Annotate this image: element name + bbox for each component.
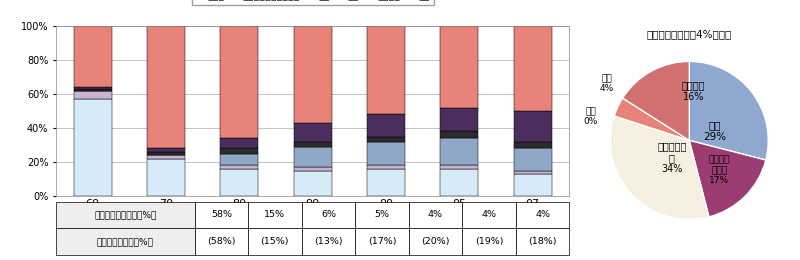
Bar <box>74 89 112 91</box>
Text: (19%): (19%) <box>474 237 503 246</box>
FancyBboxPatch shape <box>194 228 248 255</box>
Text: 石油
4%: 石油 4% <box>599 74 614 93</box>
Bar <box>220 138 258 148</box>
Wedge shape <box>614 116 690 140</box>
Bar <box>220 26 258 138</box>
Bar <box>367 114 405 136</box>
Bar <box>147 148 185 152</box>
Bar <box>147 155 185 159</box>
Text: 15%: 15% <box>264 210 286 219</box>
Title: エネルギー自給率4%の内訳: エネルギー自給率4%の内訳 <box>646 30 732 40</box>
Bar <box>440 165 478 169</box>
Text: (13%): (13%) <box>314 237 342 246</box>
Bar <box>220 169 258 196</box>
Text: 天然ガス
16%: 天然ガス 16% <box>682 81 705 102</box>
Bar <box>147 159 185 196</box>
Text: (15%): (15%) <box>261 237 289 246</box>
Bar <box>294 167 332 171</box>
Bar <box>367 26 405 114</box>
Text: 4%: 4% <box>482 210 497 219</box>
Text: エネルギー自給率（%）: エネルギー自給率（%） <box>94 210 157 219</box>
FancyBboxPatch shape <box>462 228 516 255</box>
FancyBboxPatch shape <box>355 202 409 228</box>
FancyBboxPatch shape <box>355 228 409 255</box>
Bar <box>74 26 112 87</box>
Text: 4%: 4% <box>535 210 550 219</box>
Text: 水力
29%: 水力 29% <box>703 120 726 142</box>
Bar <box>294 142 332 147</box>
Bar <box>440 108 478 132</box>
Text: バイオマス
等
34%: バイオマス 等 34% <box>658 141 686 174</box>
Bar <box>294 147 332 167</box>
Wedge shape <box>614 98 690 140</box>
FancyBboxPatch shape <box>56 202 194 228</box>
FancyBboxPatch shape <box>302 202 355 228</box>
Bar <box>367 142 405 165</box>
Wedge shape <box>690 61 768 160</box>
Bar <box>440 26 478 108</box>
Text: 4%: 4% <box>428 210 443 219</box>
Bar <box>367 169 405 196</box>
FancyBboxPatch shape <box>194 202 248 228</box>
Bar <box>74 99 112 196</box>
Bar <box>514 148 552 171</box>
Text: (58%): (58%) <box>207 237 235 246</box>
Bar <box>147 26 185 148</box>
Bar <box>294 26 332 123</box>
Bar <box>514 171 552 174</box>
Bar <box>440 169 478 196</box>
Text: （原子力含む）（%）: （原子力含む）（%） <box>97 237 154 246</box>
FancyBboxPatch shape <box>516 202 570 228</box>
X-axis label: （年）: （年） <box>302 210 322 220</box>
Text: 6%: 6% <box>321 210 336 219</box>
FancyBboxPatch shape <box>462 202 516 228</box>
Text: (20%): (20%) <box>422 237 450 246</box>
Text: 58%: 58% <box>211 210 232 219</box>
Bar <box>514 174 552 196</box>
Bar <box>440 132 478 138</box>
Bar <box>74 91 112 99</box>
Text: (18%): (18%) <box>528 237 557 246</box>
FancyBboxPatch shape <box>302 228 355 255</box>
Bar <box>367 136 405 142</box>
FancyBboxPatch shape <box>409 228 462 255</box>
Bar <box>74 87 112 89</box>
Legend: 原子力, 地熱・新エネルギー等, 水力, 石炭, 天然ガス, 石油: 原子力, 地熱・新エネルギー等, 水力, 石炭, 天然ガス, 石油 <box>192 0 434 5</box>
Wedge shape <box>690 140 766 217</box>
Bar <box>514 26 552 111</box>
Bar <box>294 123 332 142</box>
FancyBboxPatch shape <box>56 228 194 255</box>
Bar <box>440 138 478 165</box>
Bar <box>147 152 185 155</box>
Bar <box>514 111 552 142</box>
Bar <box>294 171 332 196</box>
FancyBboxPatch shape <box>516 228 570 255</box>
Text: 5%: 5% <box>374 210 390 219</box>
FancyBboxPatch shape <box>409 202 462 228</box>
Bar <box>367 165 405 169</box>
Wedge shape <box>622 61 690 140</box>
Bar <box>514 142 552 148</box>
Bar <box>220 154 258 165</box>
Text: 地熱、太
陽光等
17%: 地熱、太 陽光等 17% <box>709 155 730 185</box>
FancyBboxPatch shape <box>248 228 302 255</box>
Text: 石炭
0%: 石炭 0% <box>583 107 598 126</box>
Wedge shape <box>610 116 709 219</box>
Text: (17%): (17%) <box>368 237 396 246</box>
FancyBboxPatch shape <box>248 202 302 228</box>
Bar <box>220 148 258 154</box>
Bar <box>220 165 258 169</box>
